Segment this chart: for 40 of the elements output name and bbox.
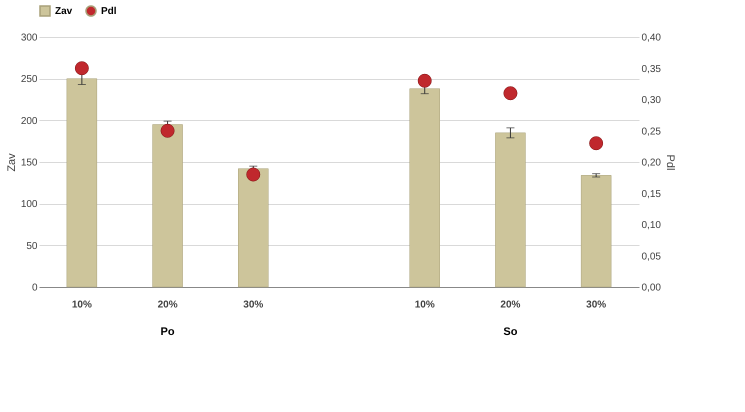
y-tick-label: 100 bbox=[20, 199, 38, 210]
y-tick-label: 250 bbox=[20, 74, 38, 86]
y2-axis-title: Pdl bbox=[664, 154, 676, 170]
point bbox=[418, 74, 432, 88]
point bbox=[74, 61, 89, 76]
y2-tick-label: 0,00 bbox=[642, 282, 662, 294]
y2-tick-label: 0,30 bbox=[642, 95, 662, 106]
y2-tick-label: 0,25 bbox=[642, 126, 662, 138]
x-tick-label: 10% bbox=[72, 300, 92, 310]
bar bbox=[495, 132, 526, 288]
y2-tick-label: 0,15 bbox=[642, 188, 662, 200]
y2-tick-label: 0,10 bbox=[642, 220, 662, 231]
y-axis-title: Zav bbox=[6, 152, 18, 172]
x-tick-label: 10% bbox=[414, 300, 435, 310]
point bbox=[503, 86, 518, 100]
bar bbox=[152, 124, 183, 288]
y-tick-label: 300 bbox=[20, 32, 38, 44]
y2-tick-label: 0,35 bbox=[642, 64, 662, 75]
y-tick-label: 200 bbox=[20, 116, 38, 127]
legend-label: Zav bbox=[55, 6, 73, 17]
bar bbox=[580, 175, 612, 288]
y-tick-label: 150 bbox=[20, 158, 38, 168]
y2-tick-label: 0,05 bbox=[642, 251, 662, 262]
y2-tick-label: 0,40 bbox=[642, 32, 662, 44]
text: Po bbox=[160, 326, 175, 338]
x-tick-label: 20% bbox=[158, 300, 178, 310]
bar bbox=[409, 88, 440, 288]
x-tick-label: 30% bbox=[586, 300, 606, 310]
bar bbox=[66, 78, 98, 288]
point bbox=[160, 124, 175, 138]
y2-tick-label: 0,20 bbox=[642, 158, 662, 168]
x-tick-label: 30% bbox=[243, 300, 264, 310]
x-tick-label: 20% bbox=[500, 300, 521, 310]
point bbox=[246, 168, 260, 182]
point bbox=[589, 136, 604, 150]
text: So bbox=[503, 326, 518, 338]
legend-label: Pdl bbox=[101, 6, 117, 17]
y-tick-label: 0 bbox=[32, 282, 38, 294]
y-tick-label: 50 bbox=[26, 240, 38, 252]
bar bbox=[238, 168, 269, 288]
